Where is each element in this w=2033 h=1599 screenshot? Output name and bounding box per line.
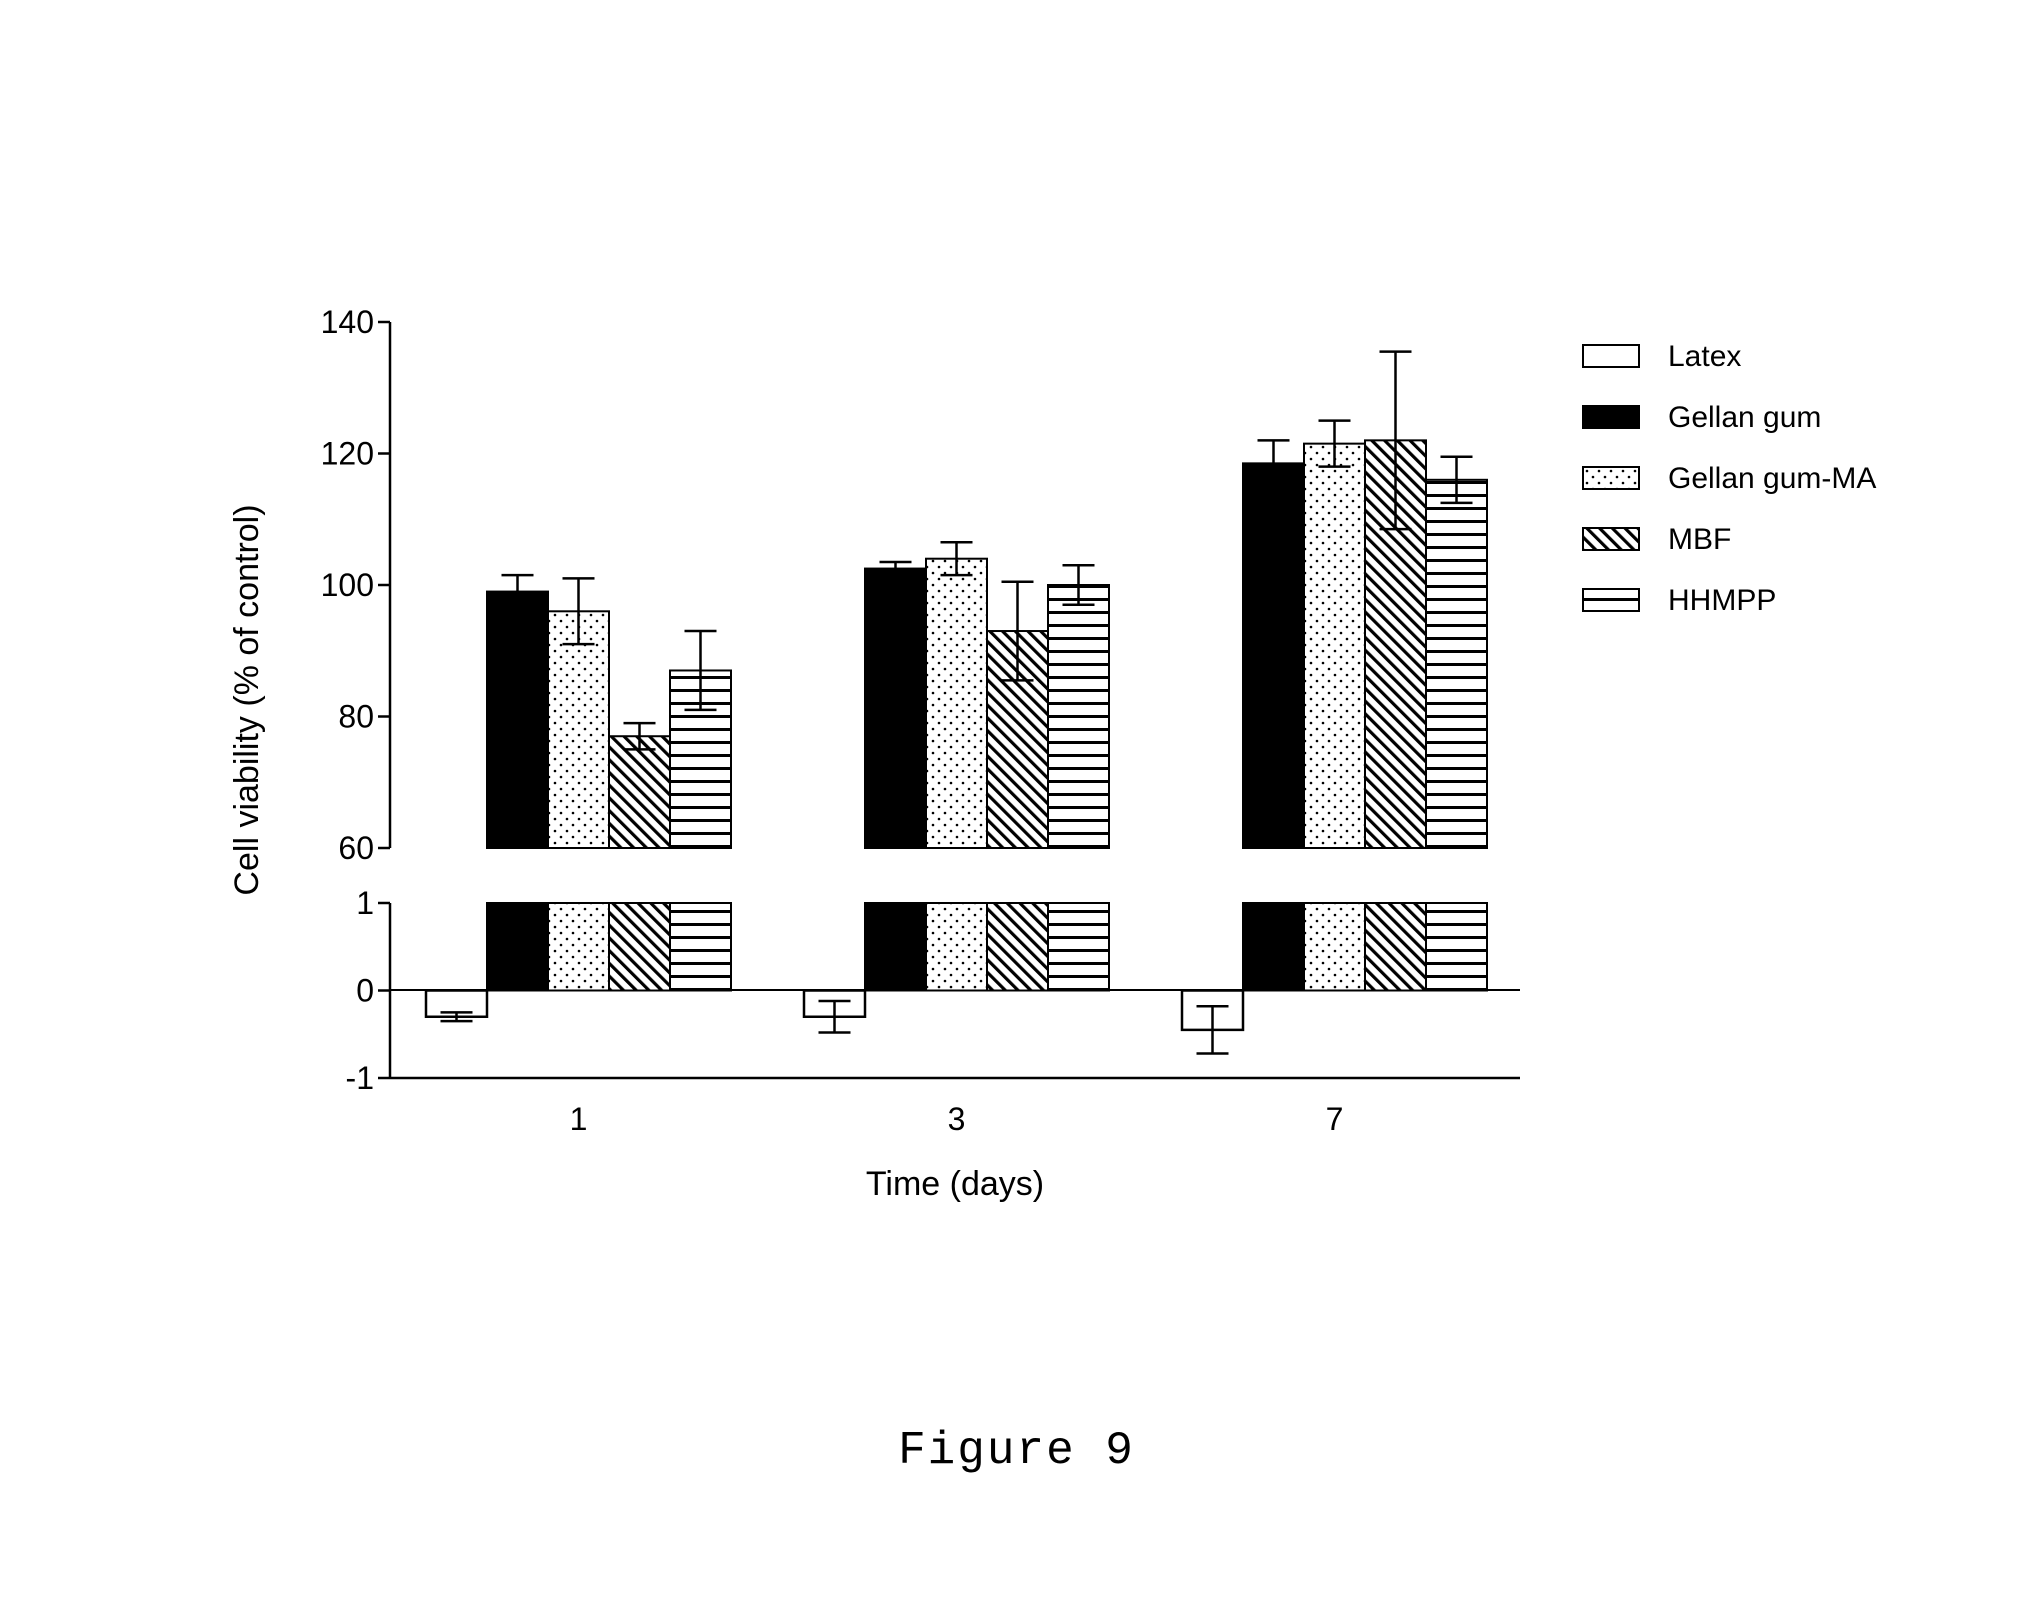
error-bar-latex-day-3 <box>818 999 851 1034</box>
x-tick-label: 3 <box>948 1101 966 1137</box>
error-bar-hhmpp-day-3 <box>1062 564 1095 606</box>
legend-label-hhmpp: HHMPP <box>1668 584 1776 617</box>
error-bar-gellan-gum-ma-day-1 <box>562 577 595 646</box>
bar-gellan-gum-ma-day-1 <box>547 610 610 849</box>
bar-gellan-gum-ma-day-7 <box>1303 442 1366 849</box>
bar-lower-hhmpp-day-1 <box>669 902 732 992</box>
bar-lower-gellan-gum-ma-day-3 <box>925 902 988 992</box>
error-bar-gellan-gum-day-3 <box>879 560 912 577</box>
bar-lower-gellan-gum-ma-day-7 <box>1303 902 1366 992</box>
bar-hhmpp-day-3 <box>1047 584 1110 849</box>
bar-gellan-gum-day-1 <box>486 590 549 849</box>
bar-lower-gellan-gum-ma-day-1 <box>547 902 610 992</box>
bar-lower-mbf-day-3 <box>986 902 1049 992</box>
error-bar-hhmpp-day-7 <box>1440 455 1473 505</box>
bar-lower-mbf-day-1 <box>608 902 671 992</box>
error-bar-hhmpp-day-1 <box>684 629 717 712</box>
y-tick-label: 60 <box>338 830 374 866</box>
legend-swatch-hhmpp <box>1582 588 1640 612</box>
legend-swatch-latex <box>1582 344 1640 368</box>
x-ticks: 1 3 7 <box>570 1101 1344 1137</box>
upper-y-ticks: 60 80 100 120 140 <box>321 304 390 866</box>
legend: Latex Gellan gum Gellan gum-MA MBF HHMPP <box>1582 340 1876 617</box>
bars-group <box>424 350 1488 1055</box>
error-bar-gellan-gum-day-7 <box>1257 439 1290 488</box>
bar-gellan-gum-day-7 <box>1242 462 1305 849</box>
y-tick-label: 120 <box>321 436 374 472</box>
bar-lower-hhmpp-day-3 <box>1047 902 1110 992</box>
bar-lower-hhmpp-day-7 <box>1425 902 1488 992</box>
legend-label-latex: Latex <box>1668 340 1741 373</box>
y-tick-label: 1 <box>356 885 374 921</box>
bar-lower-gellan-gum-day-1 <box>486 902 549 992</box>
figure-caption: Figure 9 <box>898 1425 1135 1477</box>
y-tick-label: 100 <box>321 567 374 603</box>
y-tick-label: -1 <box>346 1060 374 1096</box>
error-bar-mbf-day-7 <box>1379 350 1412 531</box>
error-bar-latex-day-1 <box>440 1011 473 1023</box>
y-tick-label: 140 <box>321 304 374 340</box>
y-tick-label: 0 <box>356 973 374 1009</box>
bar-lower-mbf-day-7 <box>1364 902 1427 992</box>
error-bar-mbf-day-3 <box>1001 580 1034 682</box>
error-bar-latex-day-7 <box>1196 1005 1229 1055</box>
bar-lower-gellan-gum-day-7 <box>1242 902 1305 992</box>
y-axis-label: Cell viability (% of control) <box>228 504 266 895</box>
x-axis-label: Time (days) <box>866 1165 1044 1203</box>
x-tick-label: 7 <box>1326 1101 1344 1137</box>
error-bar-mbf-day-1 <box>623 721 656 751</box>
bar-gellan-gum-ma-day-3 <box>925 557 988 849</box>
x-tick-label: 1 <box>570 1101 588 1137</box>
bar-lower-gellan-gum-day-3 <box>864 902 927 992</box>
y-tick-label: 80 <box>338 699 374 735</box>
legend-label-mbf: MBF <box>1668 523 1731 556</box>
bar-hhmpp-day-7 <box>1425 478 1488 849</box>
lower-y-ticks: -1 0 1 <box>346 885 390 1096</box>
bar-gellan-gum-day-3 <box>864 567 927 849</box>
error-bar-gellan-gum-day-1 <box>501 573 534 610</box>
bar-mbf-day-1 <box>608 735 671 849</box>
legend-swatch-gellan-gum <box>1582 405 1640 429</box>
error-bar-gellan-gum-ma-day-7 <box>1318 419 1351 468</box>
legend-swatch-gellan-gum-ma <box>1582 466 1640 490</box>
legend-label-gellan-gum-ma: Gellan gum-MA <box>1668 462 1876 495</box>
error-bar-gellan-gum-ma-day-3 <box>940 541 973 577</box>
legend-label-gellan-gum: Gellan gum <box>1668 401 1821 434</box>
legend-swatch-mbf <box>1582 527 1640 551</box>
